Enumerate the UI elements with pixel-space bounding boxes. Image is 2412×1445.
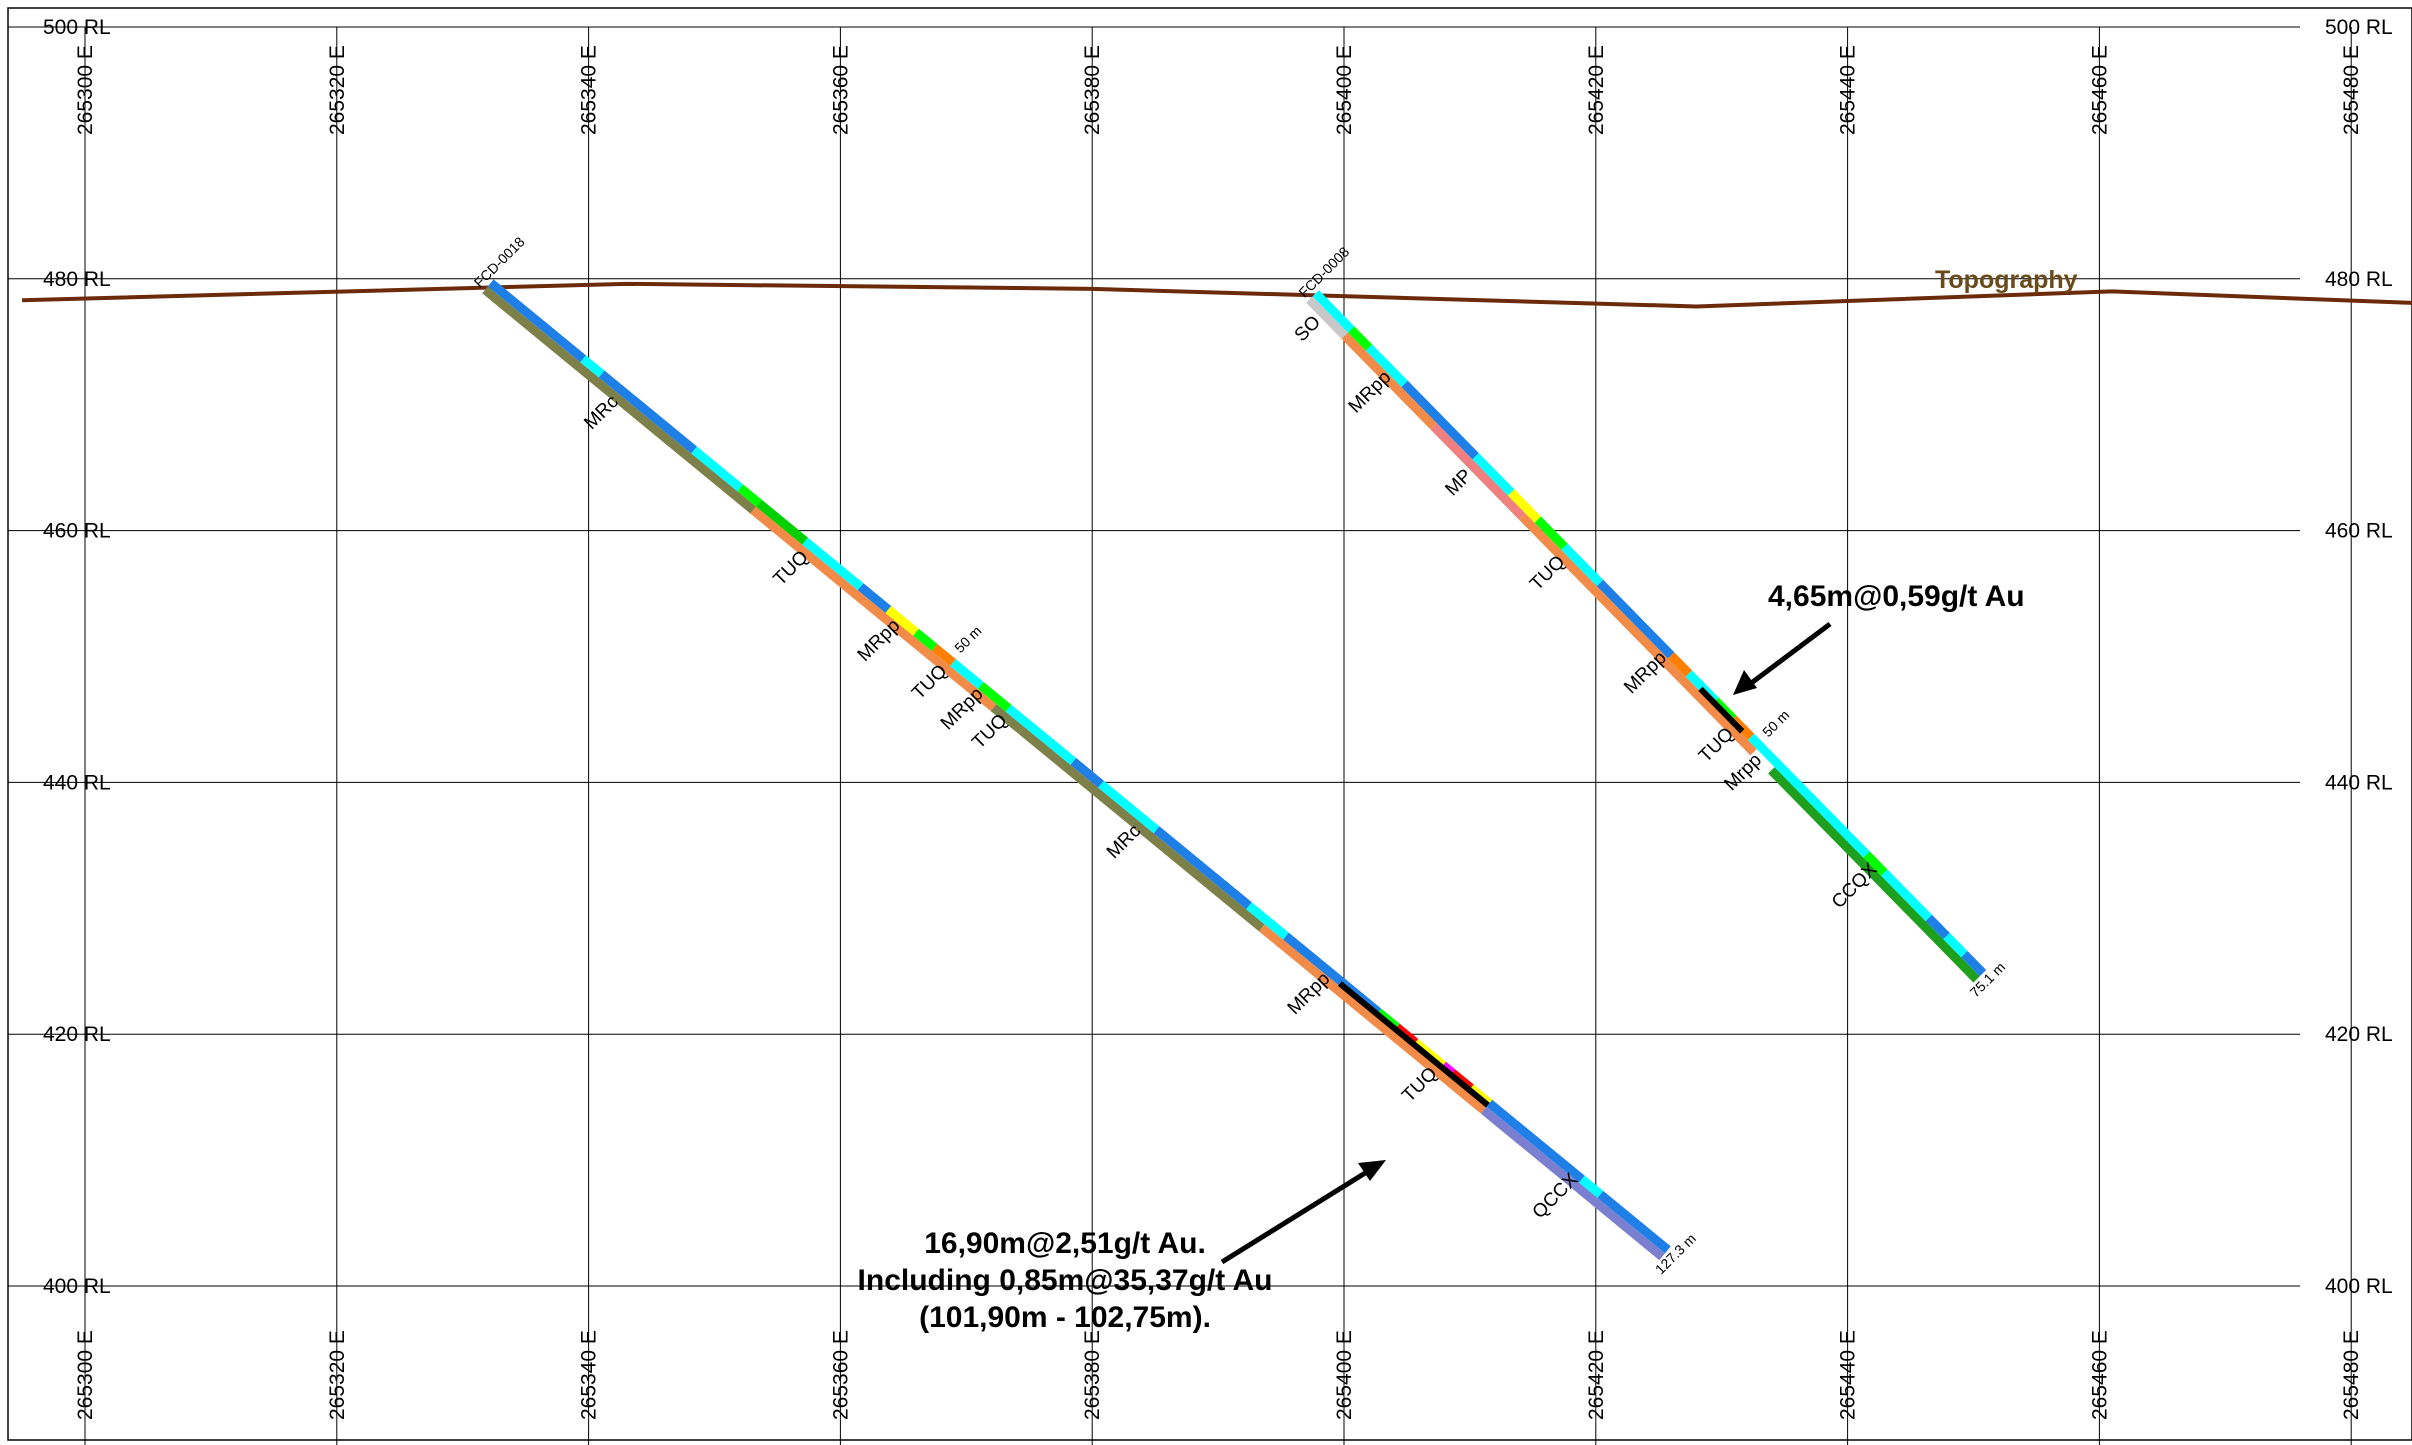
easting-label-bottom: 265340 E <box>578 1330 601 1420</box>
easting-label-bottom: 265300 E <box>74 1330 97 1420</box>
easting-label-top: 265340 E <box>578 45 601 135</box>
easting-label-bottom: 265380 E <box>1081 1330 1104 1420</box>
easting-label-bottom: 265440 E <box>1837 1330 1860 1420</box>
annotation-main-line-1: 16,90m@2,51g/t Au. <box>924 1227 1206 1260</box>
rl-label-left: 440 RL <box>43 771 111 794</box>
rl-label-left: 420 RL <box>43 1023 111 1046</box>
rl-label-right: 500 RL <box>2325 16 2393 39</box>
rl-label-left: 400 RL <box>43 1275 111 1298</box>
topography-label: Topography <box>1935 266 2078 294</box>
annotation-main-line-2: Including 0,85m@35,37g/t Au <box>858 1264 1273 1297</box>
easting-label-top: 265300 E <box>74 45 97 135</box>
annotation-secondary-line-1: 4,65m@0,59g/t Au <box>1768 580 2025 613</box>
easting-label-bottom: 265400 E <box>1333 1330 1356 1420</box>
easting-label-bottom: 265460 E <box>2088 1330 2111 1420</box>
easting-label-bottom: 265480 E <box>2340 1330 2363 1420</box>
rl-label-right: 460 RL <box>2325 520 2393 543</box>
easting-label-top: 265480 E <box>2340 45 2363 135</box>
easting-label-top: 265420 E <box>1585 45 1608 135</box>
plot-frame <box>8 8 2412 1440</box>
rl-label-right: 400 RL <box>2325 1275 2393 1298</box>
annotation-main-line-3: (101,90m - 102,75m). <box>919 1301 1211 1334</box>
easting-label-bottom: 265420 E <box>1585 1330 1608 1420</box>
rl-label-left: 500 RL <box>43 16 111 39</box>
easting-label-top: 265440 E <box>1837 45 1860 135</box>
rl-label-left: 480 RL <box>43 268 111 291</box>
easting-label-top: 265320 E <box>326 45 349 135</box>
easting-label-bottom: 265360 E <box>829 1330 852 1420</box>
easting-label-top: 265460 E <box>2088 45 2111 135</box>
rl-label-right: 440 RL <box>2325 771 2393 794</box>
easting-label-top: 265380 E <box>1081 45 1104 135</box>
rl-label-left: 460 RL <box>43 520 111 543</box>
rl-label-right: 420 RL <box>2325 1023 2393 1046</box>
easting-label-top: 265360 E <box>829 45 852 135</box>
easting-label-top: 265400 E <box>1333 45 1356 135</box>
rl-label-right: 480 RL <box>2325 268 2393 291</box>
easting-label-bottom: 265320 E <box>326 1330 349 1420</box>
